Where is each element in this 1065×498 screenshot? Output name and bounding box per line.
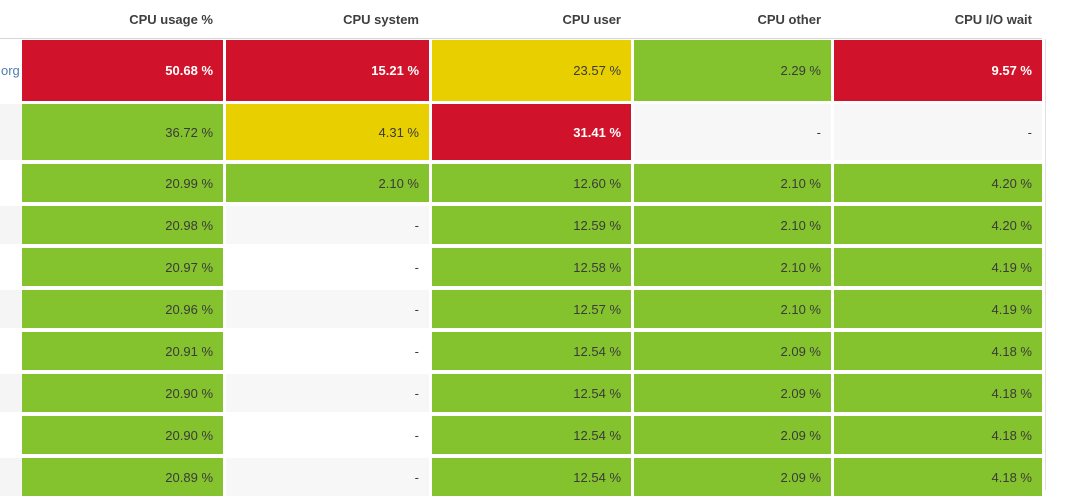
- metric-cell: 2.10 %: [226, 164, 429, 202]
- panel-right-border: [1045, 39, 1046, 490]
- metric-cell: 4.20 %: [834, 164, 1042, 202]
- metric-cell: 20.96 %: [22, 290, 223, 328]
- agent-name-cell: [0, 416, 22, 454]
- metric-cell: -: [834, 104, 1042, 160]
- metric-cell: -: [634, 104, 831, 160]
- metric-cell: 4.20 %: [834, 206, 1042, 244]
- header-row: CPU usage % CPU system CPU user CPU other CP…: [0, 0, 1042, 39]
- metric-cell: 20.98 %: [22, 206, 223, 244]
- metric-cell: 15.21 %: [226, 40, 429, 101]
- agent-name-cell: [0, 374, 22, 412]
- metric-cell: 2.09 %: [634, 332, 831, 370]
- column-header: CPU system: [343, 11, 419, 27]
- column-header: CPU other: [757, 11, 821, 27]
- metric-cell: 20.91 %: [22, 332, 223, 370]
- metric-cell: 23.57 %: [432, 40, 631, 101]
- column-header: CPU user: [562, 11, 621, 27]
- metric-cell: 4.19 %: [834, 248, 1042, 286]
- metric-cell: -: [226, 290, 429, 328]
- metric-cell: 12.54 %: [432, 458, 631, 496]
- metric-cell: 2.10 %: [634, 248, 831, 286]
- table-row: 36.72 % 4.31 % 31.41 % - -: [0, 104, 1065, 160]
- metric-cell: 20.97 %: [22, 248, 223, 286]
- metric-cell: 12.59 %: [432, 206, 631, 244]
- table-row: 20.96 % -12.57 % 2.10 % 4.19 %: [0, 290, 1065, 328]
- table-row: 20.91 % -12.54 % 2.09 % 4.18 %: [0, 332, 1065, 370]
- table-row: 20.89 % -12.54 % 2.09 % 4.18 %: [0, 458, 1065, 496]
- metric-cell: 20.99 %: [22, 164, 223, 202]
- metric-cell: 2.10 %: [634, 206, 831, 244]
- table-row: 20.98 % -12.59 % 2.10 % 4.20 %: [0, 206, 1065, 244]
- metric-cell: 2.09 %: [634, 416, 831, 454]
- agent-name-cell: [0, 164, 22, 202]
- metric-cell: 36.72 %: [22, 104, 223, 160]
- metric-cell: 12.54 %: [432, 332, 631, 370]
- agent-name-cell: [0, 332, 22, 370]
- agent-link[interactable]: org: [1, 63, 20, 78]
- agent-name-cell: [0, 248, 22, 286]
- metric-cell: 2.09 %: [634, 374, 831, 412]
- metric-cell: 12.54 %: [432, 374, 631, 412]
- table-row: org 50.68 % 15.21 % 23.57 % 2.29 % 9.57 %: [0, 40, 1065, 101]
- metric-cell: 4.18 %: [834, 416, 1042, 454]
- table-row: 20.90 % -12.54 % 2.09 % 4.18 %: [0, 416, 1065, 454]
- metric-cell: 2.10 %: [634, 164, 831, 202]
- metric-cell: 4.19 %: [834, 290, 1042, 328]
- metric-cell: 9.57 %: [834, 40, 1042, 101]
- table-body: org 50.68 % 15.21 % 23.57 % 2.29 % 9.57 % 36.7…: [0, 40, 1065, 496]
- table-row: 20.90 % -12.54 % 2.09 % 4.18 %: [0, 374, 1065, 412]
- metric-cell: 4.18 %: [834, 374, 1042, 412]
- metric-cell: 2.29 %: [634, 40, 831, 101]
- metric-cell: 4.31 %: [226, 104, 429, 160]
- metric-cell: 2.09 %: [634, 458, 831, 496]
- metric-cell: -: [226, 416, 429, 454]
- agent-name-cell: [0, 104, 22, 160]
- metric-cell: 4.18 %: [834, 332, 1042, 370]
- metric-cell: 20.90 %: [22, 374, 223, 412]
- metric-cell: 12.60 %: [432, 164, 631, 202]
- column-header: CPU I/O wait: [954, 11, 1032, 27]
- metric-cell: 12.54 %: [432, 416, 631, 454]
- metric-cell: -: [226, 458, 429, 496]
- metric-cell: 12.57 %: [432, 290, 631, 328]
- metric-cell: -: [226, 248, 429, 286]
- metric-cell: 2.10 %: [634, 290, 831, 328]
- metric-cell: -: [226, 374, 429, 412]
- metric-cell: 31.41 %: [432, 104, 631, 160]
- agent-name-cell: org: [0, 40, 22, 101]
- table-row: 20.99 % 2.10 % 12.60 % 2.10 % 4.20 %: [0, 164, 1065, 202]
- metric-cell: -: [226, 206, 429, 244]
- metric-cell: 50.68 %: [22, 40, 223, 101]
- metric-cell: 20.90 %: [22, 416, 223, 454]
- agent-name-cell: [0, 458, 22, 496]
- metric-cell: 12.58 %: [432, 248, 631, 286]
- agent-name-cell: [0, 290, 22, 328]
- table-row: 20.97 % -12.58 % 2.10 % 4.19 %: [0, 248, 1065, 286]
- metric-cell: 20.89 %: [22, 458, 223, 496]
- metric-cell: -: [226, 332, 429, 370]
- column-header: CPU usage %: [129, 11, 213, 27]
- metric-cell: 4.18 %: [834, 458, 1042, 496]
- agent-name-cell: [0, 206, 22, 244]
